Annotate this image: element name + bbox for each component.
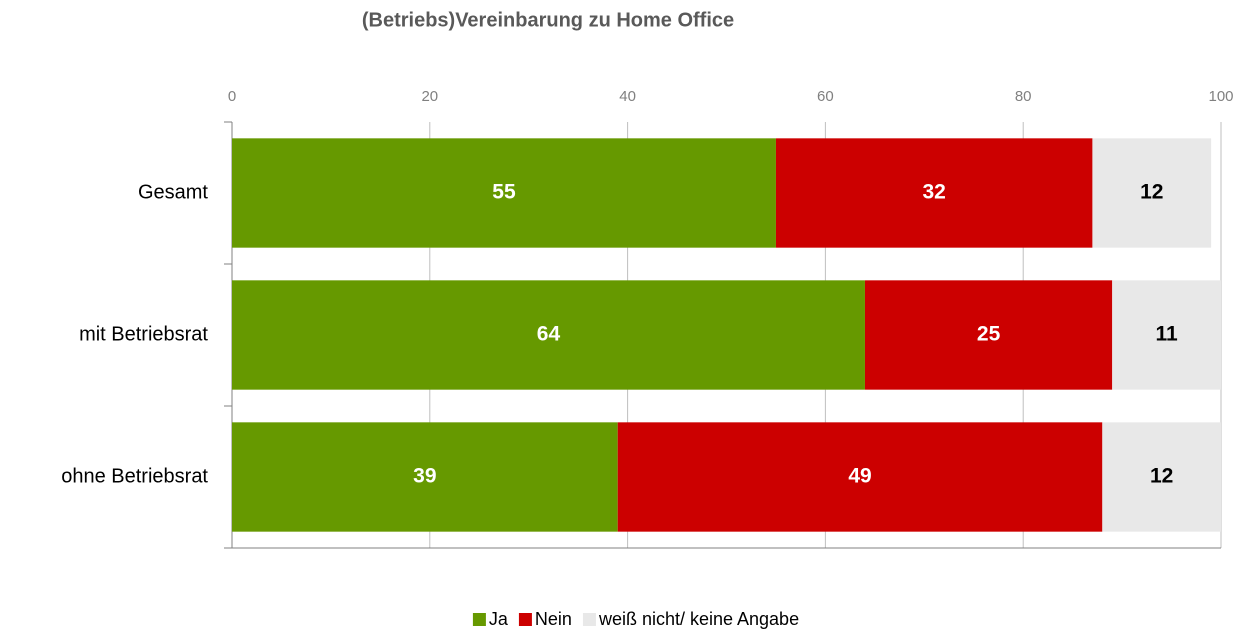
bar-segment: [864, 280, 1113, 390]
legend-swatch: [472, 613, 486, 626]
data-label: 25: [977, 323, 1001, 346]
bar-segment: [775, 138, 1093, 248]
bar-segment: [617, 422, 1103, 532]
data-label: 55: [492, 181, 516, 204]
x-tick-label: 60: [817, 88, 834, 105]
y-tick-label: Gesamt: [138, 181, 208, 203]
data-label: 11: [1156, 323, 1179, 346]
data-label: 39: [413, 465, 436, 488]
x-tick-label: 100: [1208, 88, 1233, 105]
bar-segment: [232, 280, 865, 390]
bar-segment: [1102, 422, 1221, 532]
legend-label: Ja: [489, 609, 509, 629]
x-tick-label: 20: [421, 88, 438, 105]
legend-label: weiß nicht/ keine Angabe: [598, 609, 799, 629]
x-tick-label: 80: [1015, 88, 1032, 105]
legend-label: Nein: [535, 609, 572, 629]
legend-swatch: [518, 613, 532, 626]
data-label: 49: [848, 465, 871, 488]
data-label: 12: [1140, 181, 1163, 204]
data-label: 12: [1150, 465, 1173, 488]
y-tick-label: mit Betriebsrat: [79, 323, 208, 345]
bar-segment: [232, 138, 776, 248]
bar-segment: [1092, 138, 1212, 248]
bar-segment: [1112, 280, 1221, 390]
data-label: 64: [537, 323, 561, 346]
x-tick-label: 0: [228, 88, 236, 105]
bar-segment: [232, 422, 618, 532]
legend-swatch: [582, 613, 596, 626]
data-label: 32: [923, 181, 946, 204]
x-tick-label: 40: [619, 88, 636, 105]
chart-title: (Betriebs)Vereinbarung zu Home Office: [362, 9, 734, 31]
y-tick-label: ohne Betriebsrat: [61, 465, 208, 487]
